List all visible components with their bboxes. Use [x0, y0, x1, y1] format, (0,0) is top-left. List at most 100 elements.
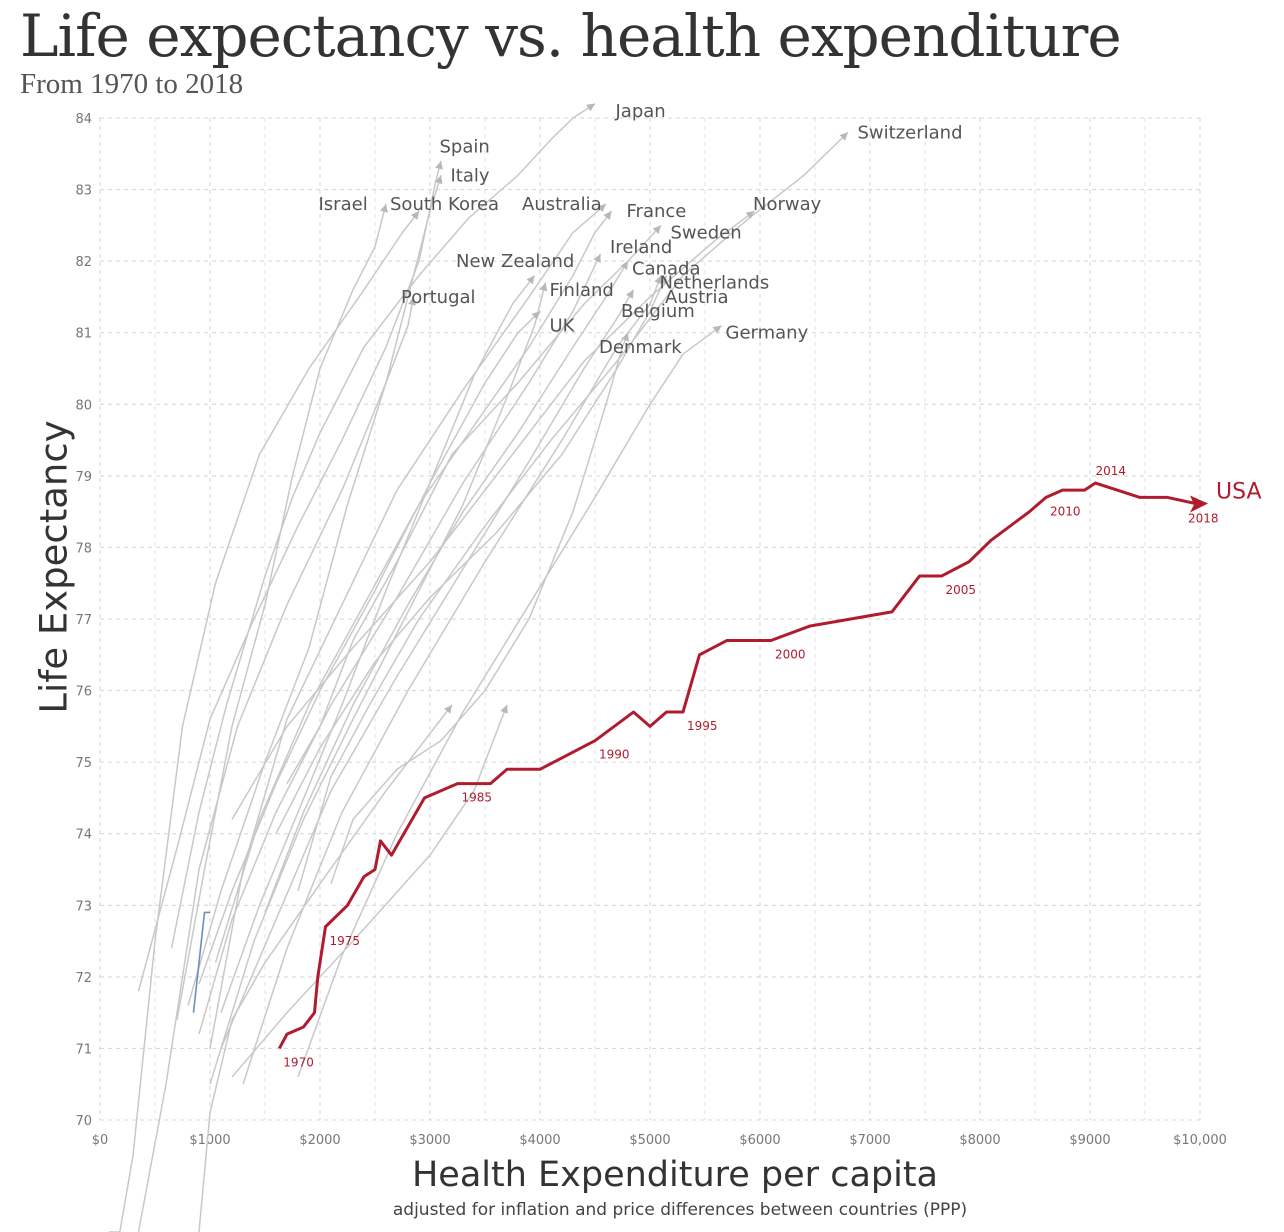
- series-line: [137, 160, 442, 992]
- chart-subtitle: From 1970 to 2018: [20, 68, 244, 100]
- year-label: 1975: [330, 934, 361, 948]
- series-line: [198, 704, 453, 1232]
- year-label: 2000: [775, 647, 806, 661]
- series-line: [231, 704, 508, 1078]
- series-arrowhead: [500, 704, 508, 714]
- usa-series: USA 1970 1975 1985 1990 1995 2000 2005 2010 2014 2…: [277, 464, 1262, 1069]
- series-line: [286, 224, 662, 784]
- series-line: [330, 332, 629, 885]
- series-line: [220, 275, 536, 1013]
- year-label: 2010: [1050, 504, 1081, 518]
- x-axis-label: Health Expenditure per capita: [411, 1155, 939, 1195]
- series-line: [198, 310, 541, 985]
- year-label: 2014: [1096, 464, 1127, 478]
- year-label: 1990: [599, 748, 630, 762]
- series-arrowhead: [435, 160, 443, 170]
- series-arrowhead: [526, 275, 535, 285]
- axis-ticks: 70 71 72 73 74 75 76 77 78 79 80 81 82 83 84 $0 $1000 $20…: [75, 112, 1226, 1148]
- year-label: 1970: [283, 1055, 314, 1069]
- usa-label: USA: [1216, 479, 1262, 504]
- series-line: [192, 911, 210, 1013]
- y-tick-label: 76: [75, 685, 92, 700]
- y-tick-label: 71: [75, 1042, 92, 1057]
- series-line: [187, 175, 442, 1006]
- country-label: Denmark: [599, 337, 682, 358]
- country-label: Finland: [550, 280, 614, 301]
- country-label: Germany: [726, 323, 809, 344]
- series-arrowhead: [531, 311, 540, 320]
- country-label: Austria: [665, 287, 729, 308]
- series-line: [137, 296, 415, 1232]
- series-line: [170, 103, 596, 949]
- series-arrowhead: [593, 253, 601, 263]
- series-line: [275, 275, 668, 835]
- country-label: Ireland: [610, 237, 672, 258]
- year-label: 2018: [1188, 511, 1219, 525]
- y-tick-label: 77: [75, 613, 92, 628]
- series-line: [297, 324, 722, 1078]
- series-arrowhead: [621, 332, 629, 342]
- series-arrowhead: [839, 132, 848, 141]
- series-arrowhead: [745, 211, 755, 220]
- x-tick-label: $10,000: [1173, 1133, 1227, 1148]
- year-label: 2005: [946, 583, 977, 597]
- y-tick-label: 82: [75, 255, 92, 270]
- usa-arrowhead: [1190, 495, 1208, 513]
- series-line: [108, 210, 420, 1232]
- series-arrowhead: [410, 211, 419, 220]
- x-tick-label: $0: [92, 1133, 109, 1148]
- series-arrowhead: [597, 203, 606, 213]
- year-label: 1995: [687, 719, 718, 733]
- country-label: Belgium: [621, 301, 695, 322]
- x-tick-label: $5000: [629, 1133, 670, 1148]
- x-tick-label: $3000: [409, 1133, 450, 1148]
- country-label: Portugal: [401, 287, 476, 308]
- x-tick-label: $8000: [959, 1133, 1000, 1148]
- series-arrowhead: [586, 103, 595, 112]
- series-arrowhead: [443, 704, 452, 714]
- y-tick-label: 84: [75, 112, 92, 127]
- series-arrowhead: [626, 289, 634, 299]
- series-line: [264, 260, 629, 913]
- country-label: UK: [550, 316, 576, 337]
- country-label: Japan: [615, 101, 666, 122]
- y-tick-label: 73: [75, 899, 92, 914]
- series-arrowhead: [603, 211, 612, 220]
- grid-lines: [99, 117, 1201, 1121]
- country-label: South Korea: [390, 194, 499, 215]
- series-line: [297, 131, 849, 892]
- chart-title: Life expectancy vs. health expenditure: [20, 2, 1122, 70]
- series-arrowhead: [652, 225, 661, 234]
- x-tick-label: $2000: [299, 1133, 340, 1148]
- country-label: Australia: [522, 194, 602, 215]
- country-label: Canada: [632, 258, 701, 279]
- x-tick-label: $7000: [849, 1133, 890, 1148]
- x-tick-label: $6000: [739, 1133, 780, 1148]
- series-line: [198, 253, 602, 1035]
- y-tick-label: 83: [75, 184, 92, 199]
- country-label: Netherlands: [660, 273, 770, 294]
- x-tick-label: $9000: [1069, 1133, 1110, 1148]
- usa-line: [277, 481, 1201, 1050]
- series-line: [220, 289, 635, 1049]
- y-tick-label: 74: [75, 828, 92, 843]
- y-tick-label: 78: [75, 541, 92, 556]
- country-labels: Japan Switzerland Spain Italy Israel South Ko…: [319, 101, 963, 358]
- y-tick-label: 80: [75, 398, 92, 413]
- series-arrowhead: [434, 175, 443, 185]
- series-line: [242, 275, 662, 1085]
- y-tick-label: 72: [75, 971, 92, 986]
- country-label: New Zealand: [456, 251, 574, 272]
- x-tick-label: $4000: [519, 1133, 560, 1148]
- country-label: Israel: [319, 194, 368, 215]
- series-line: [209, 203, 607, 1049]
- y-tick-label: 70: [75, 1114, 92, 1129]
- x-axis-note: adjusted for inflation and price differe…: [392, 1200, 968, 1220]
- x-tick-label: $1000: [189, 1133, 230, 1148]
- year-label: 1985: [462, 791, 493, 805]
- series-arrowhead: [654, 275, 662, 285]
- country-label: Spain: [440, 137, 490, 158]
- series-line: [209, 282, 547, 1085]
- series-line: [231, 210, 755, 820]
- country-label: Norway: [753, 194, 822, 215]
